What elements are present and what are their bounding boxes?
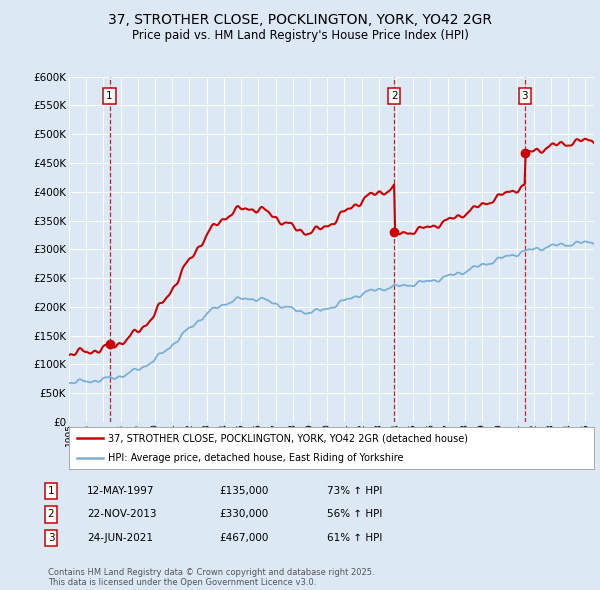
Text: 73% ↑ HPI: 73% ↑ HPI	[327, 486, 382, 496]
Text: 56% ↑ HPI: 56% ↑ HPI	[327, 510, 382, 519]
Text: 2: 2	[391, 91, 397, 101]
Text: Contains HM Land Registry data © Crown copyright and database right 2025.
This d: Contains HM Land Registry data © Crown c…	[48, 568, 374, 587]
Text: £330,000: £330,000	[219, 510, 268, 519]
Text: 61% ↑ HPI: 61% ↑ HPI	[327, 533, 382, 543]
Text: HPI: Average price, detached house, East Riding of Yorkshire: HPI: Average price, detached house, East…	[109, 453, 404, 463]
Text: £135,000: £135,000	[219, 486, 268, 496]
Text: 3: 3	[521, 91, 528, 101]
Text: £467,000: £467,000	[219, 533, 268, 543]
Text: 1: 1	[106, 91, 113, 101]
Text: 37, STROTHER CLOSE, POCKLINGTON, YORK, YO42 2GR: 37, STROTHER CLOSE, POCKLINGTON, YORK, Y…	[108, 13, 492, 27]
Text: 3: 3	[47, 533, 55, 543]
Text: Price paid vs. HM Land Registry's House Price Index (HPI): Price paid vs. HM Land Registry's House …	[131, 30, 469, 42]
Text: 2: 2	[47, 510, 55, 519]
Text: 1: 1	[47, 486, 55, 496]
Text: 12-MAY-1997: 12-MAY-1997	[87, 486, 155, 496]
Text: 37, STROTHER CLOSE, POCKLINGTON, YORK, YO42 2GR (detached house): 37, STROTHER CLOSE, POCKLINGTON, YORK, Y…	[109, 433, 469, 443]
Text: 24-JUN-2021: 24-JUN-2021	[87, 533, 153, 543]
Text: 22-NOV-2013: 22-NOV-2013	[87, 510, 157, 519]
